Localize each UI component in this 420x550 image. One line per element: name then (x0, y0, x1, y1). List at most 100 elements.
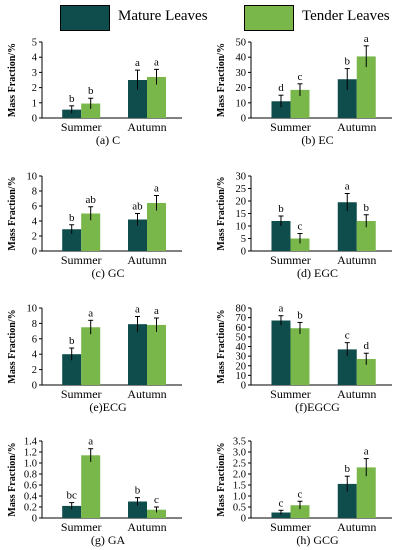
x-tick-label: Autumn (337, 120, 376, 134)
bar (128, 219, 147, 251)
y-axis-label: Mass Fraction/% (216, 43, 227, 117)
bar (271, 101, 291, 118)
y-tick-label: 0.6 (24, 481, 37, 492)
bar (271, 221, 291, 251)
significance-label: c (154, 494, 159, 506)
x-tick-label: Summer (61, 120, 102, 134)
significance-label: c (298, 71, 303, 83)
y-tick-label: 4 (32, 350, 38, 361)
bar (290, 89, 310, 118)
panel-caption: (f)EGCG (295, 400, 340, 414)
y-tick-label: 8 (32, 187, 37, 198)
y-tick-label: 2 (32, 232, 37, 243)
x-tick-label: Summer (61, 387, 102, 401)
y-tick-label: 40 (236, 342, 247, 353)
y-axis-label: Mass Fraction/% (216, 309, 227, 383)
y-tick-label: 5 (241, 234, 246, 245)
y-tick-label: 50 (236, 38, 247, 49)
y-tick-label: 2.0 (233, 470, 246, 481)
bar (62, 505, 82, 518)
x-tick-label: Summer (61, 253, 102, 267)
bar (356, 221, 376, 251)
y-axis-label: Mass Fraction/% (7, 442, 18, 516)
y-tick-label: 15 (236, 209, 247, 220)
y-tick-label: 4 (32, 53, 38, 64)
y-tick-label: 3 (32, 68, 37, 79)
y-tick-label: 20 (236, 197, 247, 208)
significance-label: c (298, 488, 303, 500)
bar (337, 202, 357, 251)
x-tick-label: Autumn (337, 253, 376, 267)
y-axis-label: Mass Fraction/% (7, 309, 18, 383)
y-tick-label: 0 (241, 247, 246, 258)
bar (81, 103, 101, 118)
y-tick-label: 10 (27, 304, 38, 315)
y-axis-label: Mass Fraction/% (7, 43, 18, 117)
significance-label: a (135, 303, 140, 315)
y-tick-label: 70 (236, 313, 247, 324)
bar (81, 455, 101, 518)
bar (337, 79, 357, 118)
panel-caption: (h) GCG (296, 533, 339, 547)
x-tick-label: Summer (61, 520, 102, 534)
bar (81, 213, 101, 251)
legend-swatch-mature (60, 5, 110, 31)
significance-label: b (364, 202, 370, 214)
y-tick-label: 80 (236, 304, 247, 315)
x-tick-label: Autumn (127, 253, 166, 267)
significance-label: bc (67, 490, 78, 502)
y-tick-label: 50 (236, 332, 247, 343)
legend-label-mature: Mature Leaves (118, 8, 208, 24)
bar (147, 203, 166, 251)
significance-label: b (297, 309, 303, 321)
significance-label: c (279, 497, 284, 509)
y-tick-label: 6 (32, 334, 37, 345)
y-tick-label: 0 (241, 114, 246, 125)
y-tick-label: 30 (236, 172, 247, 183)
y-tick-label: 0.8 (24, 470, 37, 481)
y-tick-label: 1.4 (24, 437, 38, 448)
legend-swatch-tender (244, 5, 294, 31)
y-tick-label: 1.0 (24, 459, 37, 470)
x-tick-label: Summer (270, 387, 311, 401)
bar (62, 109, 82, 118)
bar (147, 76, 166, 118)
y-tick-label: 2 (32, 365, 37, 376)
y-tick-label: 1.0 (233, 492, 246, 503)
y-tick-label: 30 (236, 68, 247, 79)
bar (147, 324, 166, 385)
chart-panel: 0 10 20 30 40 50 Mass Fraction/% d c Summer b a Autu… (216, 33, 392, 147)
y-axis-label: Mass Fraction/% (216, 442, 227, 516)
y-tick-label: 5 (32, 38, 37, 49)
significance-label: a (135, 57, 140, 69)
significance-label: a (154, 305, 159, 317)
significance-label: d (364, 340, 370, 352)
panel-caption: (c) GC (92, 266, 125, 280)
bar (62, 354, 82, 385)
bar (356, 56, 376, 118)
y-tick-label: 25 (236, 184, 247, 195)
significance-label: b (69, 212, 75, 224)
y-tick-label: 0 (32, 381, 37, 392)
panel-caption: (e)ECG (89, 400, 127, 414)
bar (356, 467, 376, 518)
chart-panel: 0 1 2 3 4 5 Mass Fraction/% b b Summer a a Autumn (a)… (7, 38, 182, 147)
y-tick-label: 1 (32, 98, 37, 109)
significance-label: a (345, 181, 350, 193)
significance-label: b (69, 93, 75, 105)
y-tick-label: 10 (236, 98, 247, 109)
y-tick-label: 1.5 (233, 481, 246, 492)
bar (290, 328, 310, 385)
bar (290, 238, 310, 251)
significance-label: c (298, 221, 303, 233)
y-tick-label: 60 (236, 323, 247, 334)
y-tick-label: 20 (236, 83, 247, 94)
significance-label: ab (132, 201, 143, 213)
x-tick-label: Autumn (337, 520, 376, 534)
y-axis-label: Mass Fraction/% (7, 176, 18, 250)
significance-label: a (88, 436, 93, 448)
